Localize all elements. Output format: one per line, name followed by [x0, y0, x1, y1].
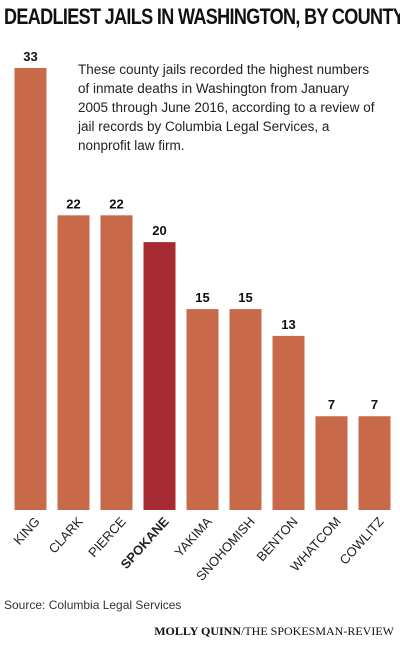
x-tick-label: KING — [10, 514, 42, 548]
credit-name: MOLLY QUINN — [154, 624, 241, 638]
data-label: 13 — [281, 317, 295, 332]
data-label: 20 — [152, 223, 166, 238]
data-label: 22 — [66, 196, 80, 211]
bar — [14, 68, 47, 510]
chart-title: DEADLIEST JAILS IN WASHINGTON, BY COUNTY — [4, 4, 400, 29]
x-tick-label: PIERCE — [85, 514, 129, 560]
chart-subtitle: These county jails recorded the highest … — [78, 62, 375, 153]
bar — [100, 215, 133, 511]
bar — [186, 309, 219, 510]
data-label: 33 — [23, 49, 37, 64]
bar — [57, 215, 90, 511]
bar — [358, 416, 391, 510]
bar — [229, 309, 262, 510]
data-label: 7 — [328, 397, 335, 412]
bar — [315, 416, 348, 510]
bar — [143, 242, 176, 510]
data-label: 22 — [109, 196, 123, 211]
credit-org: /THE SPOKESMAN-REVIEW — [241, 624, 394, 638]
bar — [272, 335, 305, 510]
x-tick-label: YAKIMA — [171, 514, 215, 560]
data-label: 15 — [238, 290, 252, 305]
credit: MOLLY QUINN/THE SPOKESMAN-REVIEW — [154, 624, 394, 639]
source-note: Source: Columbia Legal Services — [4, 598, 182, 612]
x-tick-label: COWLITZ — [336, 514, 386, 568]
data-label: 7 — [371, 397, 378, 412]
data-label: 15 — [195, 290, 209, 305]
x-tick-label: CLARK — [46, 514, 86, 556]
